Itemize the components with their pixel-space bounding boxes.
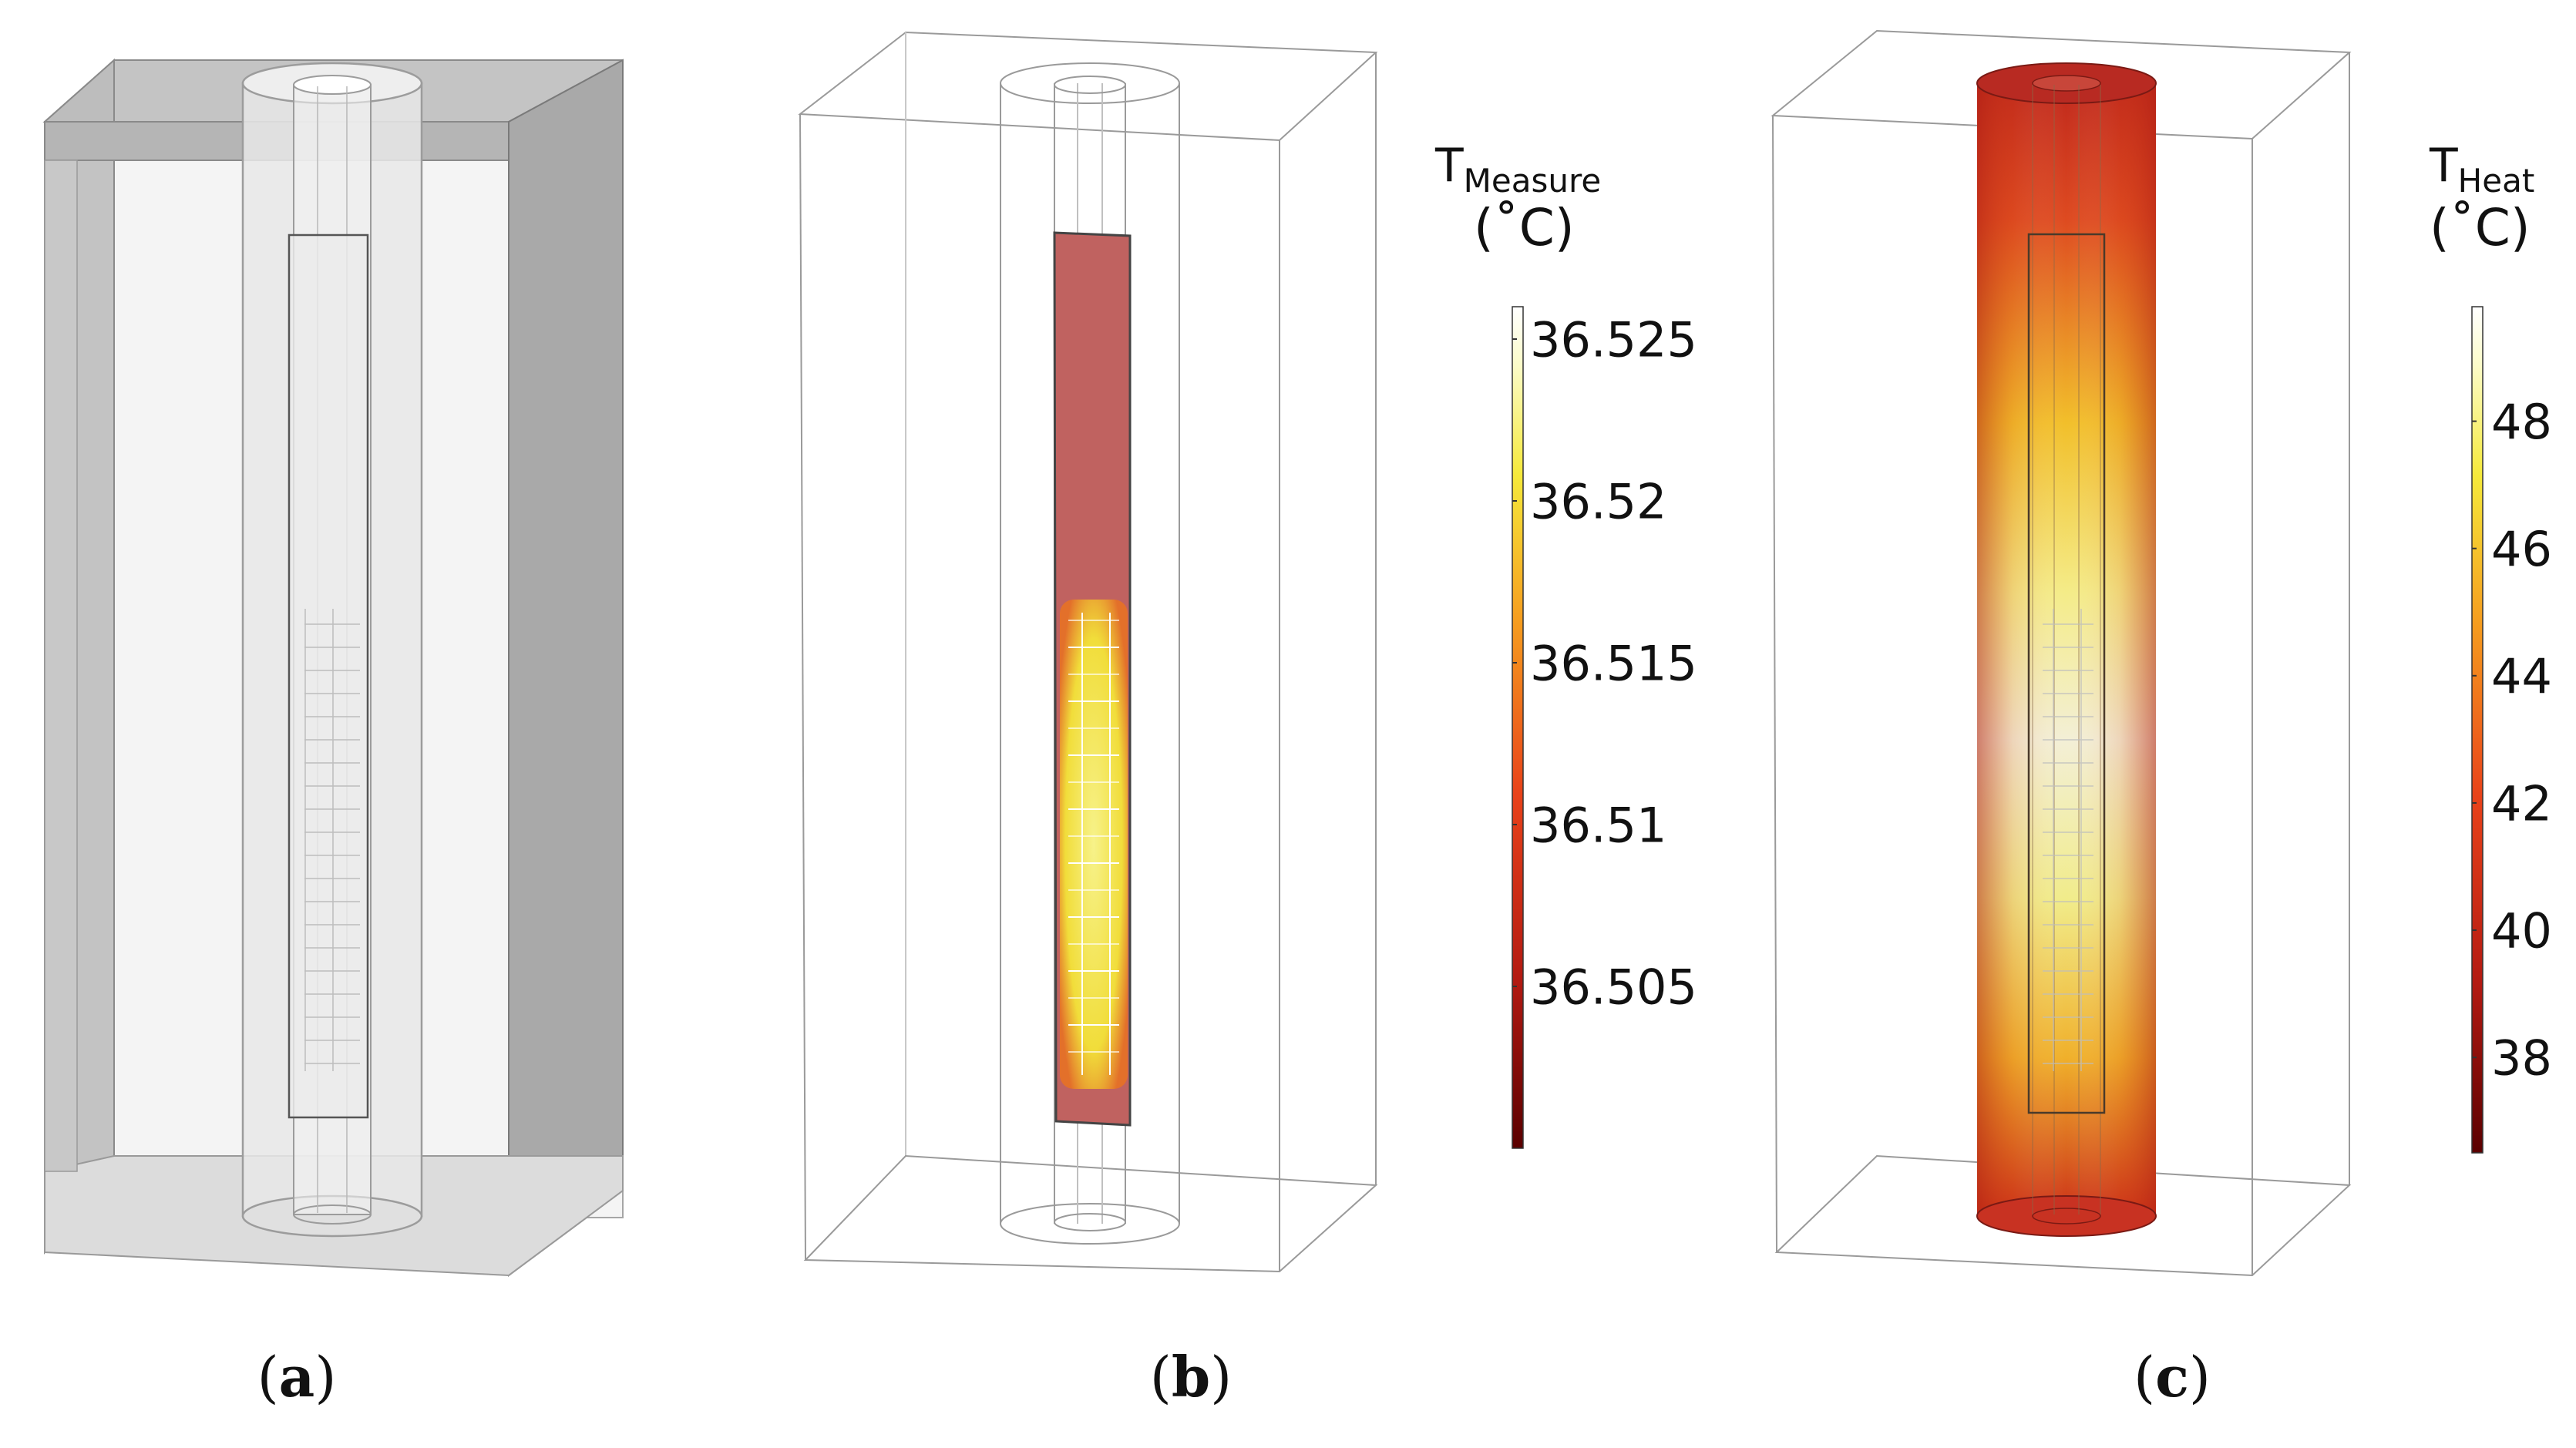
panel-a-inner-tube-bottom [293,1204,372,1225]
colorbar-measure-subscript: Measure [1464,162,1602,200]
colorbar-tick-label: 36.525 [1530,311,1697,368]
panel-b-cylinder-bottom [1000,1203,1180,1245]
panel-b-tube-bottom [1054,1213,1126,1231]
panel-a-inner-tube-top [293,75,372,95]
panel-a-front-left-pillar [44,160,78,1172]
panel-b-heatmap [1053,231,1132,1127]
panel-c-box-bottom [1774,1154,2352,1277]
colorbar-measure: TMeasure (˚C) 36.52536.5236.51536.5136.5… [1434,139,1697,1149]
panel-c-cylinder-bottom [1976,1195,2157,1237]
panel-b-tube-top [1054,76,1126,94]
colorbar-heat-subscript: Heat [2458,162,2535,200]
panel-b-cylinder-top [1000,62,1180,104]
colorbar-tick-label: 36.505 [1530,959,1697,1015]
panel-c-sensor-grid [2043,609,2093,1071]
panel-b-box-top [798,31,1378,142]
panel-c-sensor-strip [2027,233,2106,1114]
colorbar-measure-title: TMeasure [1434,139,1601,200]
colorbar-measure-gradient [1512,306,1524,1149]
panel-b-box-bottom [803,1154,1378,1273]
caption-a: (a) [257,1344,337,1409]
colorbar-heat-gradient [2471,306,2484,1154]
colorbar-measure-unit: (˚C) [1474,198,1575,257]
colorbar-tick-label: 38 [2491,1030,2552,1086]
panel-c-tube-top [2032,75,2101,92]
colorbar-tick-label: 36.515 [1530,635,1697,691]
panel-c-heatmap [1976,62,2157,1237]
caption-b: (b) [1150,1344,1233,1409]
colorbar-tick-label: 46 [2491,521,2552,577]
colorbar-tick-label: 44 [2491,648,2552,704]
colorbar-tick-label: 48 [2491,394,2552,450]
panel-a-model [42,58,624,1277]
colorbar-heat-unit: (˚C) [2430,198,2531,257]
panel-c-tube-bottom [2032,1208,2101,1225]
panel-c-box-edge [1772,115,1777,1253]
panel-a-right-wall [508,59,624,1277]
colorbar-heat-ticks: 48 46 44 42 40 38 [2472,394,2552,1086]
colorbar-tick-label: 42 [2491,775,2552,832]
panel-b-hot-zone-grid [1068,613,1119,1075]
panel-a-sensor-grid [304,609,360,1071]
colorbar-tick-label: 36.51 [1530,797,1667,853]
colorbar-measure-ticks: 36.525 36.52 36.515 36.51 36.505 [1512,311,1697,1015]
caption-c: (c) [2134,1344,2211,1409]
colorbar-tick-label: 40 [2491,902,2552,959]
colorbar-tick-label: 36.52 [1530,473,1667,529]
panel-b-box-edge [799,113,806,1261]
colorbar-heat-title: THeat [2429,139,2534,200]
colorbar-heat: THeat (˚C) 48 46 44 42 40 38 [2429,139,2552,1154]
